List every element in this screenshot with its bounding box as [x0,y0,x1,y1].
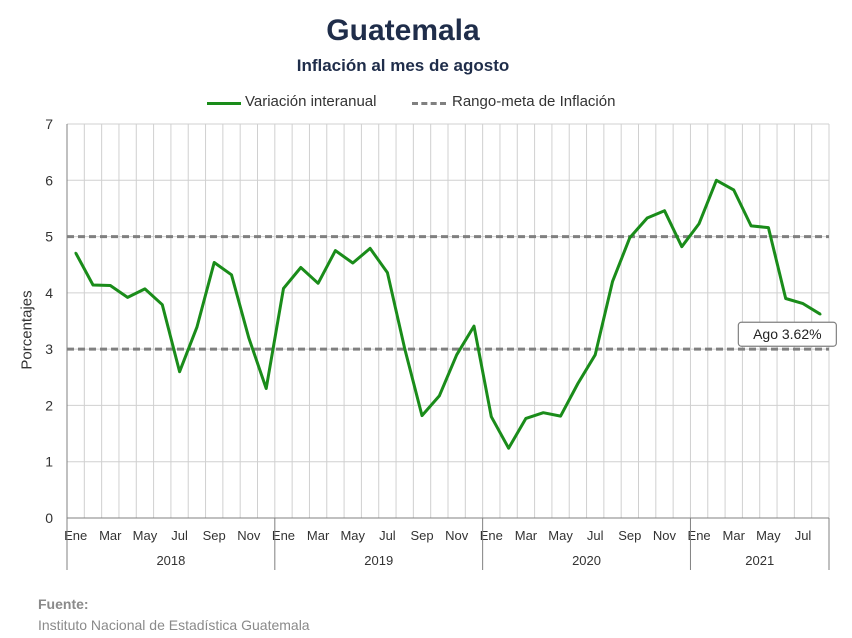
data-point [161,303,164,306]
data-point [74,251,77,255]
y-tick-label: 7 [45,116,53,132]
data-point [611,280,614,283]
data-point [628,236,632,239]
data-point [195,325,199,329]
data-point [542,411,545,414]
series-line-variacion [74,178,822,450]
data-point [230,273,233,277]
x-tick-label: May [756,528,781,543]
data-point [507,447,510,450]
data-point [490,415,493,418]
x-tick-label: Jul [379,528,396,543]
data-point [247,336,251,340]
data-point [334,249,337,252]
annotation-box [737,321,837,347]
data-point [663,209,666,212]
data-point [784,297,787,300]
data-point [109,284,112,287]
chart-legend: Variación interanual Rango-meta de Infla… [0,93,852,113]
data-point [91,283,95,287]
data-point [749,224,753,228]
y-tick-label: 5 [45,229,53,245]
y-tick-label: 6 [45,172,53,188]
data-point [126,296,129,299]
data-point [143,287,147,291]
data-point [282,287,285,290]
x-tick-label: May [133,528,158,543]
x-tick-label: Ene [64,528,87,543]
data-point [767,226,770,229]
data-point [594,353,597,356]
data-point [524,417,528,420]
data-point [645,216,649,220]
data-point [420,414,424,417]
data-point [264,387,268,390]
x-tick-label: Mar [99,528,122,543]
x-tick-label: Sep [203,528,226,543]
data-point [819,313,822,316]
year-label: 2021 [745,553,774,568]
source-text: Instituto Nacional de Estadística Guatem… [38,617,310,633]
x-tick-label: May [340,528,365,543]
x-tick-label: May [548,528,573,543]
data-point [316,282,320,285]
x-tick-label: Nov [237,528,261,543]
x-tick-label: Jul [587,528,604,543]
data-point [680,245,683,248]
x-tick-label: Jul [795,528,812,543]
data-point [455,353,458,356]
x-tick-label: Jul [171,528,188,543]
y-tick-label: 3 [45,341,53,357]
y-tick-label: 2 [45,397,53,413]
x-tick-label: Ene [272,528,295,543]
y-tick-label: 0 [45,510,53,526]
x-tick-label: Mar [515,528,538,543]
chart-subtitle: Inflación al mes de agosto [296,56,510,75]
data-point [732,188,735,192]
annotation-label: Ago 3.62% [753,326,822,342]
data-point [472,324,476,328]
data-point [351,261,354,265]
chart-title: Guatemala [326,14,480,47]
legend-label-variacion: Variación interanual [245,93,377,110]
year-label: 2018 [156,553,185,568]
x-tick-label: Mar [723,528,746,543]
x-tick-label: Nov [653,528,677,543]
data-point [178,370,181,373]
legend-swatch-solid [207,102,241,105]
year-label: 2020 [572,553,601,568]
data-point [801,302,805,305]
x-tick-label: Nov [445,528,469,543]
data-point [559,414,562,418]
data-point [386,271,389,274]
data-point [213,261,216,264]
data-point [403,347,406,350]
data-point [715,179,718,182]
x-tick-label: Sep [410,528,433,543]
data-point [438,394,441,398]
x-tick-label: Mar [307,528,330,543]
data-point [697,222,701,225]
legend-swatch-dashed [412,102,446,105]
year-label: 2019 [364,553,393,568]
x-tick-label: Sep [618,528,641,543]
y-tick-label: 1 [45,454,53,470]
x-tick-label: Ene [688,528,711,543]
data-point [299,266,302,269]
data-point [368,247,372,250]
data-point [576,382,580,385]
source-label: Fuente: [38,596,89,612]
y-tick-label: 4 [45,285,53,301]
legend-label-rango-meta: Rango-meta de Inflación [452,93,616,110]
x-tick-label: Ene [480,528,503,543]
